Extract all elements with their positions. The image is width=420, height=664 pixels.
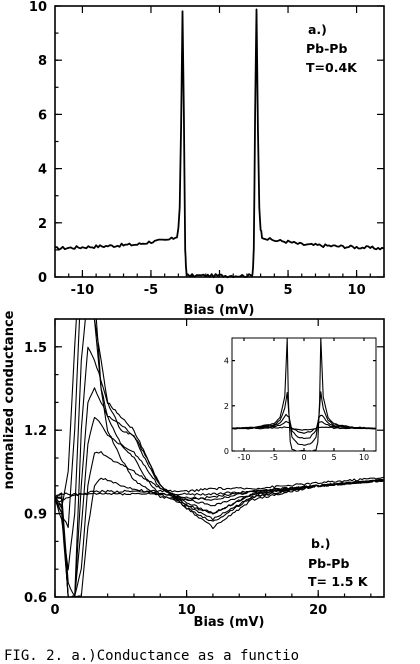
panel-a-ticks: -10 -5 0 5 10 0 2 4 6 8 10 [29,0,385,298]
y-tick-label: 4 [224,357,229,366]
x-tick-label: -10 [71,283,95,298]
panel-a-xlabel: Bias (mV) [184,303,255,318]
inset-series-line [232,391,376,446]
panel-a-label: a.) [308,22,327,37]
x-tick-label: 10 [348,283,366,298]
x-tick-label: 0 [301,453,306,462]
x-tick-label: 0 [50,603,59,618]
y-axis-label: normalized conductance [2,310,17,489]
y-tick-label: 10 [29,0,47,15]
figure-caption: FIG. 2. a.)Conductance as a functio [4,648,299,664]
panel-b-temperature: T= 1.5 K [308,574,369,589]
panel-a-material: Pb-Pb [306,41,347,56]
y-tick-label: 0.9 [24,508,47,523]
panel-a: -10 -5 0 5 10 0 2 4 6 8 10 Bias (mV) a.) Pb-Pb T=0… [29,0,385,318]
y-tick-label: 0 [38,271,47,286]
panel-b-ticks: 0 10 200.60.91.21.5 [24,318,384,618]
y-tick-label: 2 [224,402,229,411]
x-tick-label: -10 [237,453,250,462]
panel-b-series-line [55,479,384,498]
panel-b-curves [55,319,384,597]
y-tick-label: 6 [38,108,47,123]
panel-b-xlabel: Bias (mV) [194,615,265,630]
inset-series-line [232,426,376,431]
x-tick-label: 5 [284,283,293,298]
x-tick-label: 5 [331,453,336,462]
y-tick-label: 0 [224,447,229,456]
x-tick-label: 10 [178,603,196,618]
y-tick-label: 8 [38,54,47,69]
inset-background [232,338,376,451]
y-tick-label: 1.5 [24,341,47,356]
panel-a-temperature: T=0.4K [306,60,358,75]
inset-ticks: -10 -5 0 5 10 0 2 4 [224,338,376,462]
x-tick-label: -5 [144,283,158,298]
panel-b-series-line [55,476,384,503]
x-tick-label: -5 [270,453,278,462]
y-tick-label: 4 [38,163,47,178]
panel-b: 0 10 200.60.91.21.5 Bias (mV) b.) Pb-Pb T=… [24,318,385,630]
panel-b-inset: -10 -5 0 5 10 0 2 4 [224,337,377,462]
y-tick-label: 0.6 [24,591,47,606]
y-tick-label: 1.2 [24,424,47,439]
panel-b-label: b.) [311,536,330,551]
panel-b-series-line [55,451,384,597]
x-tick-label: 20 [309,603,327,618]
panel-b-material: Pb-Pb [308,556,349,571]
x-tick-label: 0 [215,283,224,298]
y-tick-label: 2 [38,217,47,232]
x-tick-label: 10 [359,453,369,462]
